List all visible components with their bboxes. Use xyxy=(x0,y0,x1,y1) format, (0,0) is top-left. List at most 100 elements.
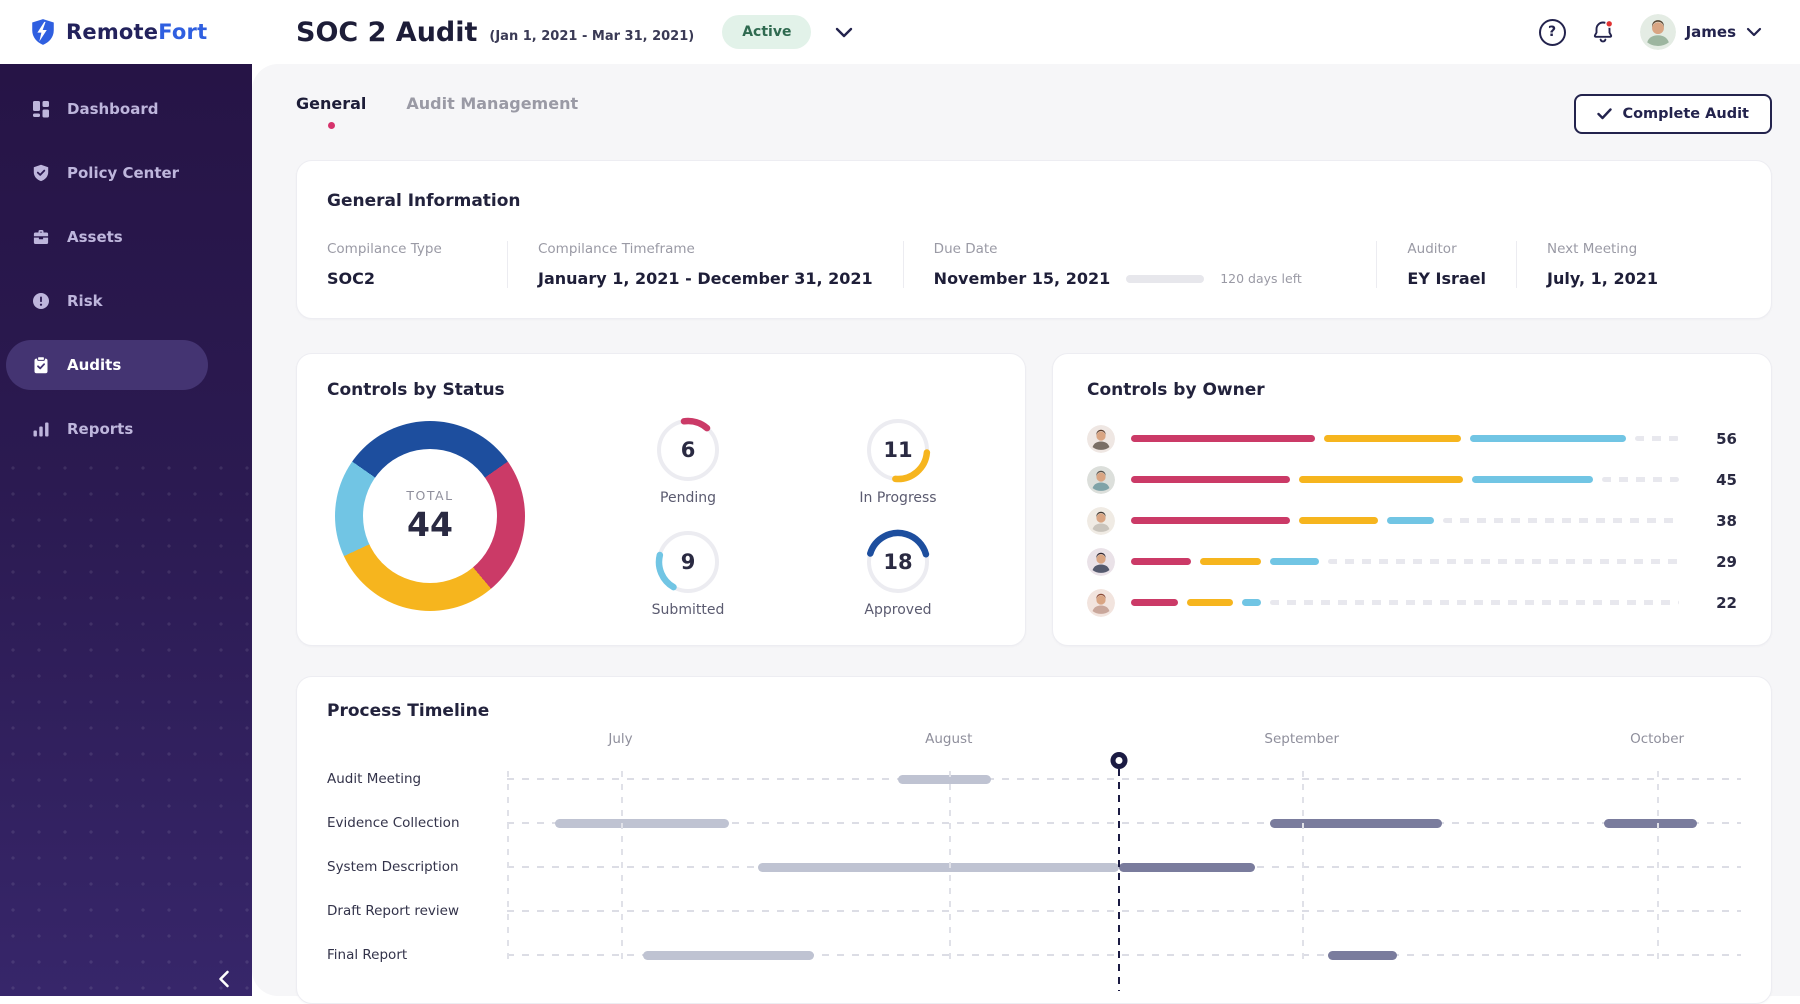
sidebar-item-label: Risk xyxy=(67,292,103,310)
owner-bar-segment xyxy=(1131,435,1315,442)
timeline-row-label: Draft Report review xyxy=(327,903,460,919)
bar-chart-icon xyxy=(33,422,49,437)
user-avatar xyxy=(1639,14,1676,50)
gantt-bar xyxy=(1119,862,1255,872)
donut-total-label: TOTAL xyxy=(406,487,454,503)
shield-check-icon xyxy=(33,164,49,182)
owner-avatar xyxy=(1087,465,1115,494)
sidebar-item-label: Dashboard xyxy=(67,100,159,118)
timeline-month-label: August xyxy=(925,731,973,747)
today-marker-dot xyxy=(1110,752,1128,769)
tabs-row: General Audit Management Complete Audit xyxy=(296,94,1772,134)
page-title: SOC 2 Audit xyxy=(296,16,478,48)
tab-general[interactable]: General xyxy=(296,94,366,129)
owner-avatar xyxy=(1087,547,1115,576)
owner-bar-remainder xyxy=(1601,477,1679,482)
sidebar-item-risk[interactable]: Risk xyxy=(6,276,208,326)
timeline-chart-area xyxy=(507,752,1741,991)
owner-row: 29 xyxy=(1087,541,1737,582)
owner-total-value: 38 xyxy=(1716,511,1737,530)
general-information-title: General Information xyxy=(327,191,521,211)
sidebar-item-policy-center[interactable]: Policy Center xyxy=(6,148,208,198)
process-timeline-title: Process Timeline xyxy=(327,701,490,721)
status-stats-grid: 6 Pending 11 In Progress 9 Submitted 1 xyxy=(613,417,973,622)
timeline-month-label: October xyxy=(1630,731,1685,747)
today-marker-line xyxy=(1118,769,1121,991)
user-name: James xyxy=(1685,23,1736,41)
status-donut-chart: TOTAL 44 xyxy=(335,420,525,611)
field-compliance-timeframe: Compilance Timeframe January 1, 2021 - D… xyxy=(507,241,903,288)
owner-bar-segment xyxy=(1186,599,1234,606)
stat-label: Submitted xyxy=(651,601,725,618)
owner-bar-remainder xyxy=(1327,559,1679,564)
status-badge: Active xyxy=(722,15,812,49)
owner-bar-segment xyxy=(1131,476,1290,483)
owner-total-value: 29 xyxy=(1716,552,1737,571)
controls-by-owner-card: Controls by Owner 56 45 xyxy=(1052,353,1772,646)
dashboard-grid-icon xyxy=(33,101,49,118)
user-menu-chevron-down-icon xyxy=(1746,27,1762,37)
stat-value: 18 xyxy=(883,549,913,574)
owner-avatar xyxy=(1087,424,1115,453)
timeline-month-axis: July August September October xyxy=(507,731,1741,753)
main-content: General Audit Management Complete Audit … xyxy=(252,64,1800,1004)
owner-bar-segment xyxy=(1387,517,1434,524)
owner-bar-segment xyxy=(1131,599,1178,606)
timeline-row-gridline xyxy=(507,954,1741,956)
complete-audit-button[interactable]: Complete Audit xyxy=(1574,94,1772,134)
sidebar-item-audits[interactable]: Audits xyxy=(6,340,208,390)
gantt-bar xyxy=(555,818,730,828)
gantt-bar xyxy=(642,950,815,960)
status-stat-approved: 18 Approved xyxy=(864,529,932,621)
notifications-bell-icon[interactable] xyxy=(1590,19,1616,46)
sidebar-item-label: Policy Center xyxy=(67,164,180,182)
check-icon xyxy=(1597,108,1613,120)
gantt-bar xyxy=(1269,818,1443,828)
sidebar-item-label: Assets xyxy=(67,228,123,246)
timeline-row-label: Evidence Collection xyxy=(327,815,460,831)
top-header: RemoteFort SOC 2 Audit (Jan 1, 2021 - Ma… xyxy=(0,0,1800,64)
owner-row: 56 xyxy=(1087,418,1737,459)
controls-by-owner-title: Controls by Owner xyxy=(1087,380,1265,400)
tab-audit-management[interactable]: Audit Management xyxy=(406,94,579,113)
sidebar-item-reports[interactable]: Reports xyxy=(6,404,208,454)
field-auditor: Auditor EY Israel xyxy=(1376,241,1516,288)
sidebar-item-assets[interactable]: Assets xyxy=(6,212,208,262)
help-icon[interactable]: ? xyxy=(1538,18,1566,46)
stat-value: 11 xyxy=(883,437,913,462)
alert-circle-icon xyxy=(33,293,49,309)
brand-name: RemoteFort xyxy=(66,20,208,44)
owner-bar-remainder xyxy=(1270,600,1679,605)
sidebar-item-dashboard[interactable]: Dashboard xyxy=(6,84,208,134)
timeline-month-gridline xyxy=(620,771,623,963)
field-compliance-type: Compilance Type SOC2 xyxy=(327,241,442,288)
timeline-row-gridline xyxy=(507,822,1741,824)
controls-by-status-title: Controls by Status xyxy=(327,380,505,400)
page-subtitle: (Jan 1, 2021 - Mar 31, 2021) xyxy=(489,28,695,44)
gantt-bar xyxy=(898,774,991,784)
owner-total-value: 56 xyxy=(1716,429,1737,448)
timeline-month-label: September xyxy=(1264,731,1339,747)
timeline-row-labels: Audit Meeting Evidence Collection System D… xyxy=(327,757,507,981)
status-stat-in-progress: 11 In Progress xyxy=(859,417,937,509)
owner-bar-remainder xyxy=(1634,436,1679,441)
sidebar-collapse-chevron-left-icon[interactable] xyxy=(218,970,230,988)
stat-label: Pending xyxy=(660,489,716,506)
timeline-month-label: July xyxy=(608,731,633,747)
owner-row: 22 xyxy=(1087,582,1737,623)
process-timeline-card: Process Timeline July August September Octo… xyxy=(296,676,1772,1004)
brand-logo[interactable]: RemoteFort xyxy=(0,18,252,46)
owner-bar-segment xyxy=(1131,517,1290,524)
user-menu[interactable]: James xyxy=(1639,14,1762,50)
stat-label: In Progress xyxy=(859,489,937,506)
owner-total-value: 45 xyxy=(1716,470,1737,489)
shield-logo-icon xyxy=(30,18,56,46)
gantt-bar xyxy=(1327,950,1397,960)
owner-bar-segment xyxy=(1200,558,1261,565)
status-stat-pending: 6 Pending xyxy=(655,417,721,509)
audit-switcher-chevron-down-icon[interactable] xyxy=(835,27,853,38)
stat-value: 9 xyxy=(680,549,696,574)
general-information-card: General Information Compilance Type SOC2… xyxy=(296,160,1772,319)
briefcase-icon xyxy=(33,230,49,244)
owner-bar-segment xyxy=(1242,599,1262,606)
